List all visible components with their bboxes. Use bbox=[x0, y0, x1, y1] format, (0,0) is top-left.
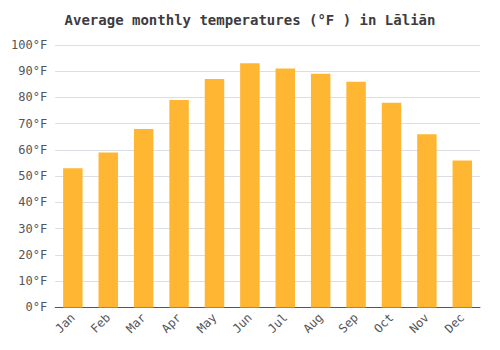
svg-text:80°F: 80°F bbox=[18, 90, 47, 104]
svg-text:0°F: 0°F bbox=[25, 300, 47, 314]
svg-text:30°F: 30°F bbox=[18, 222, 47, 236]
svg-text:Aug: Aug bbox=[300, 311, 325, 336]
svg-text:Feb: Feb bbox=[88, 311, 113, 336]
svg-text:100°F: 100°F bbox=[11, 38, 47, 52]
svg-text:Oct: Oct bbox=[371, 311, 396, 336]
svg-text:Nov: Nov bbox=[407, 311, 432, 336]
svg-text:Jan: Jan bbox=[53, 311, 78, 336]
svg-text:40°F: 40°F bbox=[18, 195, 47, 209]
svg-text:70°F: 70°F bbox=[18, 117, 47, 131]
svg-text:90°F: 90°F bbox=[18, 64, 47, 78]
svg-text:60°F: 60°F bbox=[18, 143, 47, 157]
svg-text:Mar: Mar bbox=[123, 311, 148, 336]
svg-text:Jul: Jul bbox=[265, 311, 290, 336]
svg-text:50°F: 50°F bbox=[18, 169, 47, 183]
svg-text:Jun: Jun bbox=[230, 311, 255, 336]
svg-text:Apr: Apr bbox=[159, 311, 184, 336]
svg-text:Dec: Dec bbox=[442, 311, 467, 336]
svg-text:May: May bbox=[194, 311, 219, 336]
svg-text:10°F: 10°F bbox=[18, 274, 47, 288]
svg-text:Average monthly temperatures (: Average monthly temperatures (°F ) in Lā… bbox=[65, 12, 436, 28]
svg-text:20°F: 20°F bbox=[18, 248, 47, 262]
svg-text:Sep: Sep bbox=[336, 311, 361, 336]
